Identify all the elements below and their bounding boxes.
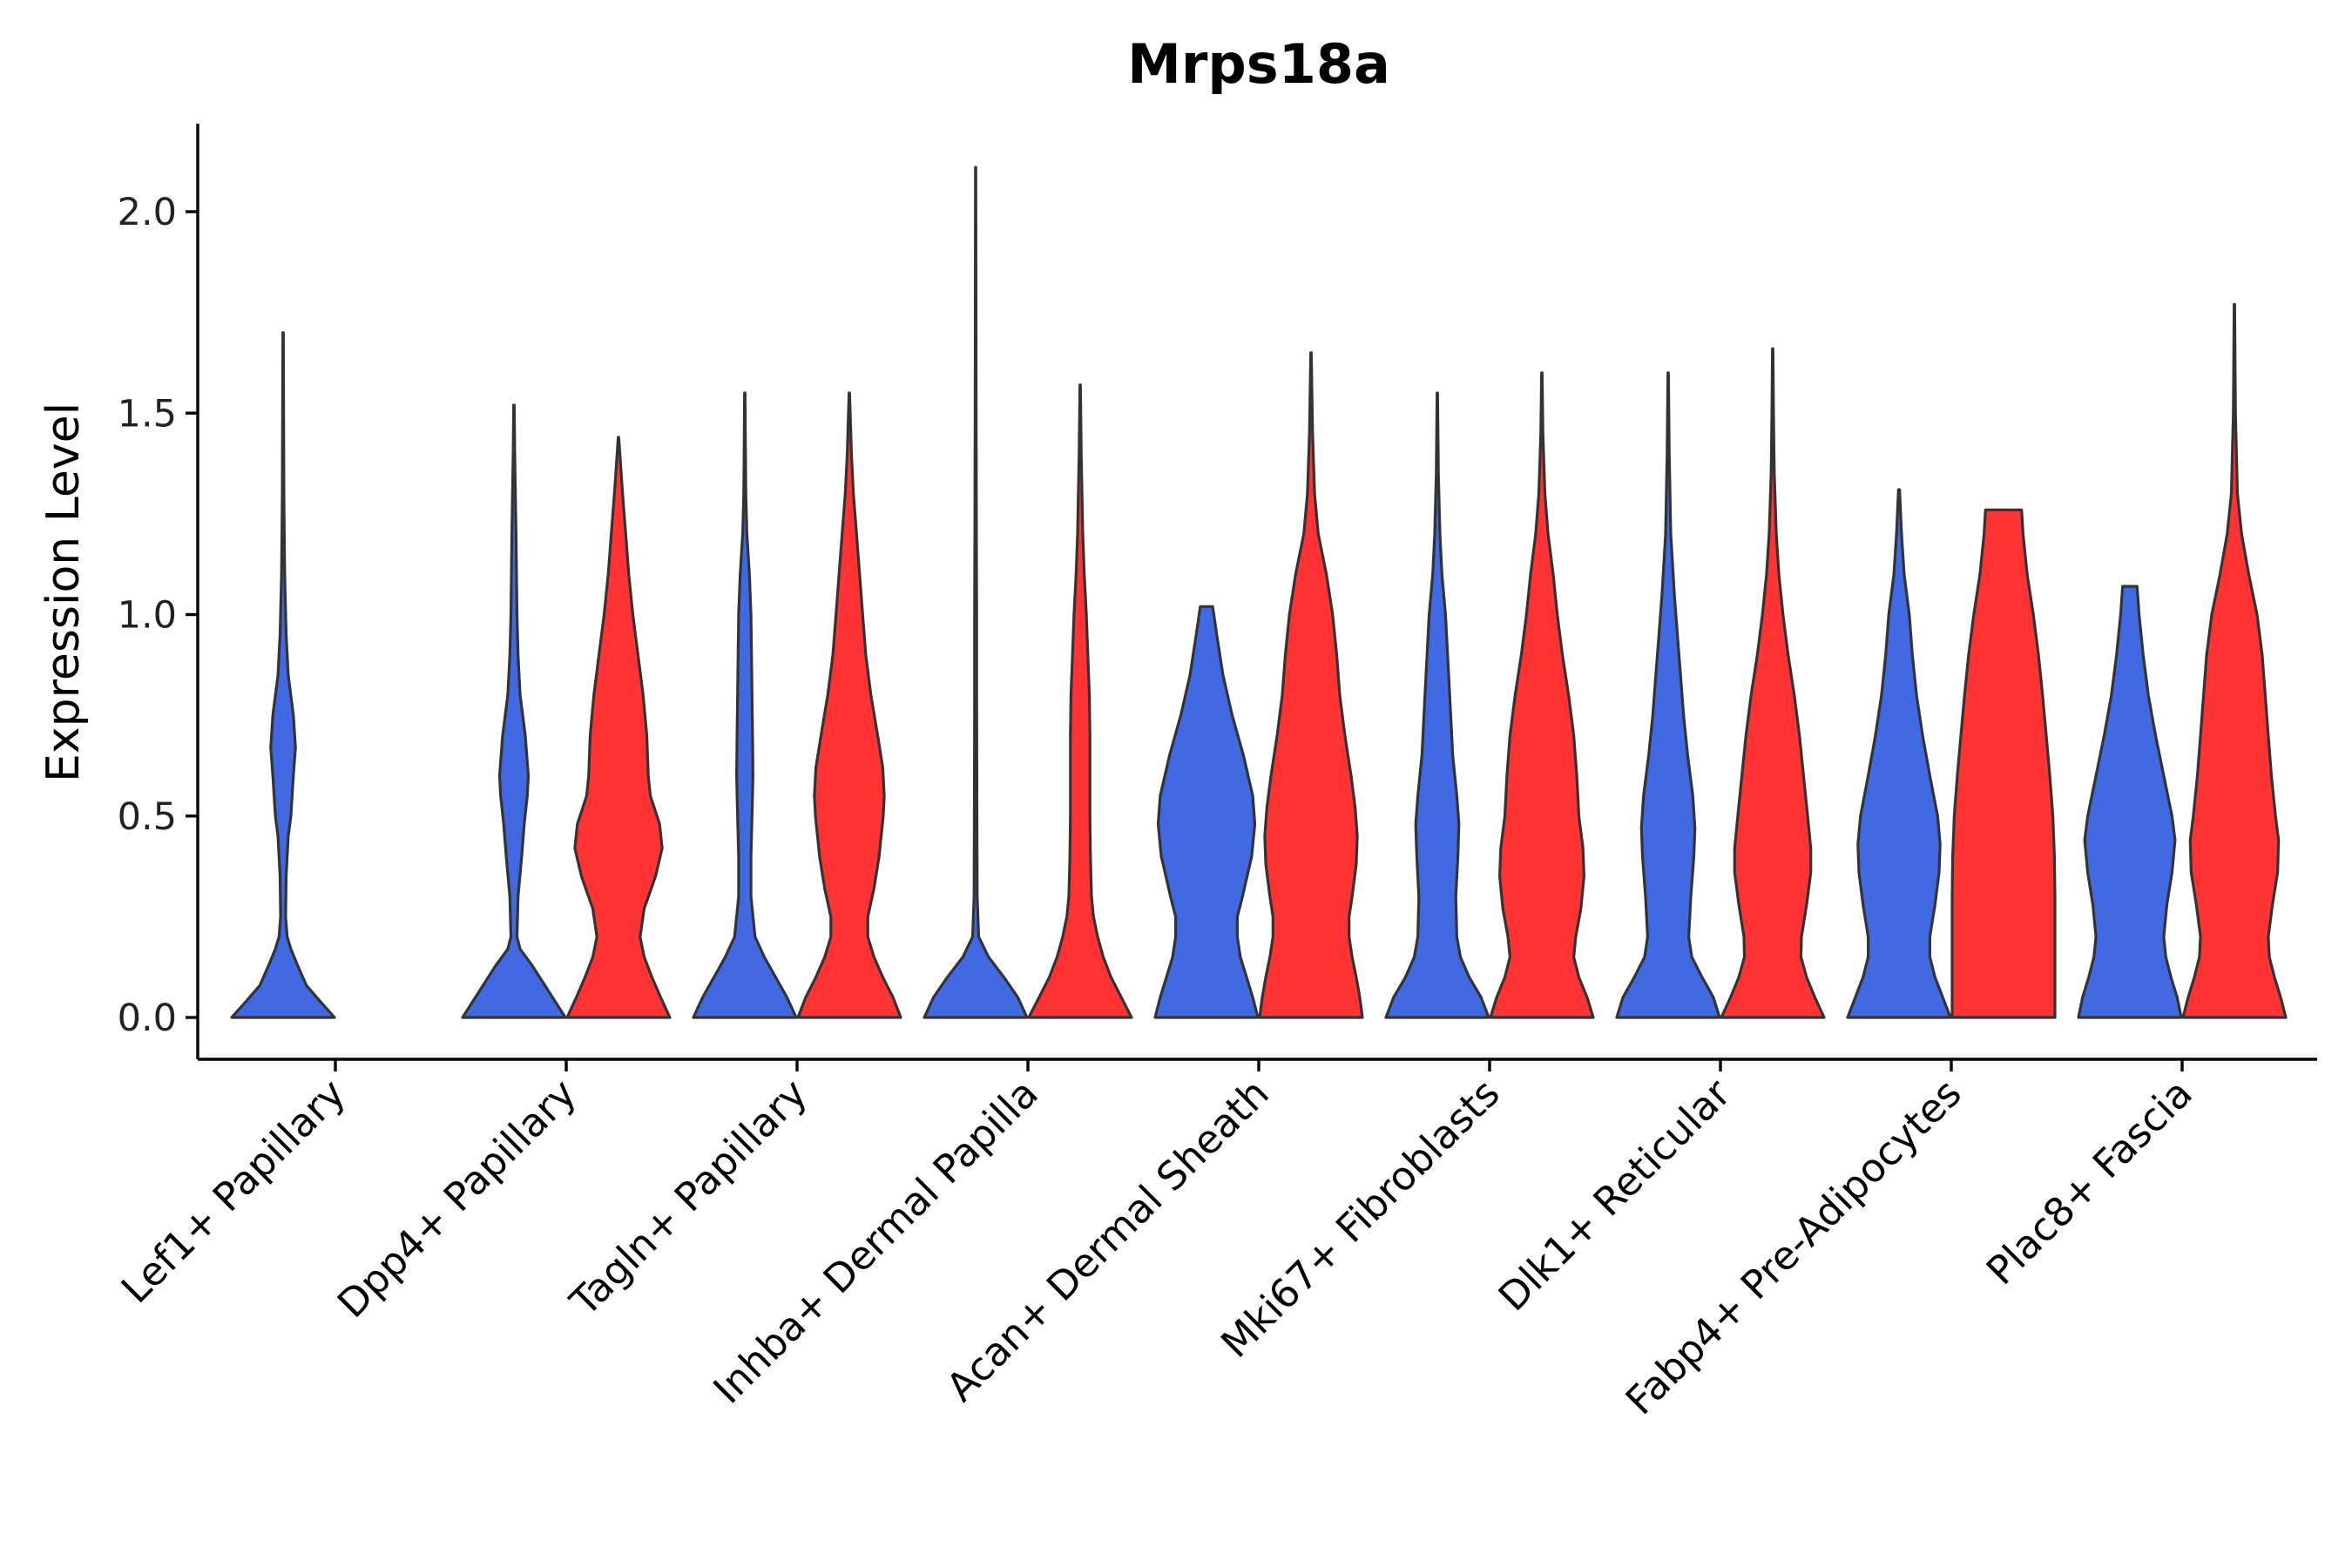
y-tick-label: 2.0 bbox=[118, 191, 177, 234]
violin-red-7 bbox=[1950, 508, 2057, 1019]
y-tick-label: 1.5 bbox=[118, 392, 177, 436]
violin-red-1 bbox=[565, 436, 672, 1019]
violin-red-6 bbox=[1720, 347, 1826, 1019]
y-axis-ticks: 0.0 0.5 1.0 1.5 2.0 bbox=[118, 191, 198, 1040]
chart-title: Mrps18a bbox=[1127, 32, 1390, 96]
x-category-label: Dlk1+ Reticular bbox=[1490, 1070, 1740, 1320]
y-tick-label: 1.0 bbox=[118, 594, 177, 638]
violin-red-4 bbox=[1258, 351, 1364, 1019]
violin-blue-1 bbox=[461, 403, 567, 1019]
y-tick-label: 0.0 bbox=[118, 997, 177, 1040]
violin-blue-4 bbox=[1153, 605, 1260, 1019]
y-tick-label: 0.5 bbox=[118, 795, 177, 839]
y-axis-title: Expression Level bbox=[37, 402, 90, 782]
violins-group bbox=[230, 166, 2288, 1019]
x-category-label: Tagln+ Papillary bbox=[561, 1070, 816, 1325]
violin-red-3 bbox=[1027, 383, 1133, 1019]
violin-blue-7 bbox=[1846, 488, 1952, 1019]
violin-blue-0 bbox=[230, 331, 336, 1019]
violin-red-8 bbox=[2181, 302, 2288, 1019]
violin-blue-5 bbox=[1384, 391, 1490, 1019]
x-category-label: Plac8+ Fascia bbox=[1977, 1070, 2201, 1294]
violin-blue-8 bbox=[2077, 585, 2183, 1019]
x-category-label: Dpp4+ Papillary bbox=[328, 1070, 585, 1327]
violin-red-5 bbox=[1489, 371, 1595, 1019]
violin-blue-3 bbox=[923, 166, 1029, 1019]
violin-blue-6 bbox=[1615, 371, 1721, 1019]
x-category-label: Lef1+ Papillary bbox=[112, 1070, 355, 1312]
violin-red-2 bbox=[796, 391, 902, 1019]
violin-blue-2 bbox=[692, 391, 798, 1019]
